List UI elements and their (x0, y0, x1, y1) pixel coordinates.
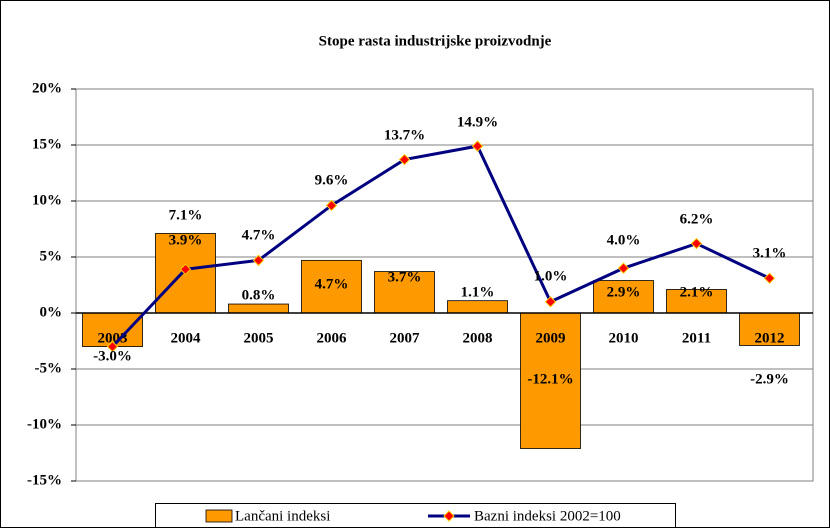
x-tick-label: 2006 (317, 330, 348, 346)
bar (374, 271, 435, 314)
data-label: 3.7% (388, 269, 422, 285)
data-label: 0.8% (242, 287, 276, 303)
data-label: 7.1% (169, 207, 203, 223)
data-label: 4.7% (315, 276, 349, 292)
y-tick-label: 20% (32, 80, 62, 96)
data-label: 6.2% (680, 211, 714, 227)
legend-marker (443, 510, 455, 522)
data-label: 2.1% (680, 284, 714, 300)
y-tick-label: 15% (32, 136, 62, 152)
y-tick-label: 10% (32, 192, 62, 208)
marker (690, 237, 703, 250)
marker (471, 140, 484, 152)
data-label: -12.1% (527, 371, 573, 387)
x-tick-label: 2007 (390, 330, 421, 346)
line (111, 144, 771, 348)
y-tick-label: -5% (35, 360, 63, 376)
y-tick-label: -15% (27, 472, 62, 488)
marker (252, 254, 265, 267)
bar (228, 303, 289, 314)
marker (617, 262, 630, 274)
marker (325, 199, 338, 212)
bar (447, 300, 508, 314)
chart-title: Stope rasta industrijske proizvodnje (319, 33, 552, 49)
x-tick-label: 2005 (244, 330, 274, 346)
y-tick-label: -10% (27, 416, 62, 432)
data-label: 2.9% (607, 284, 641, 300)
data-label: -3.0% (93, 348, 132, 364)
y-tick-label: 5% (40, 248, 63, 264)
marker (179, 263, 192, 276)
marker (763, 272, 776, 284)
marker (106, 340, 119, 353)
x-tick-label: 2003 (98, 330, 128, 346)
data-label: 4.0% (607, 232, 641, 248)
legend-label: Lančani indeksi (235, 508, 330, 524)
data-label: 1.1% (461, 284, 495, 300)
x-tick-label: 2004 (171, 330, 202, 346)
x-tick-label: 2008 (463, 330, 493, 346)
data-label: -2.9% (750, 371, 789, 387)
data-label: 9.6% (315, 172, 349, 188)
data-label: 3.9% (169, 232, 203, 248)
data-label: 13.7% (384, 127, 425, 143)
x-tick-label: 2011 (682, 330, 711, 346)
bar (301, 259, 362, 314)
legend-label: Bazni indeksi 2002=100 (474, 508, 621, 524)
x-tick-label: 2012 (755, 330, 785, 346)
y-tick-label: 0% (40, 304, 63, 320)
x-tick-label: 2010 (609, 330, 639, 346)
marker (544, 296, 557, 308)
legend-swatch (205, 509, 233, 523)
data-label: 14.9% (457, 114, 498, 130)
x-tick-label: 2009 (536, 330, 566, 346)
data-label: 3.1% (753, 245, 787, 261)
bar (520, 312, 581, 449)
data-label: 4.7% (242, 227, 276, 243)
data-label: 1.0% (534, 268, 568, 284)
marker (398, 153, 411, 166)
